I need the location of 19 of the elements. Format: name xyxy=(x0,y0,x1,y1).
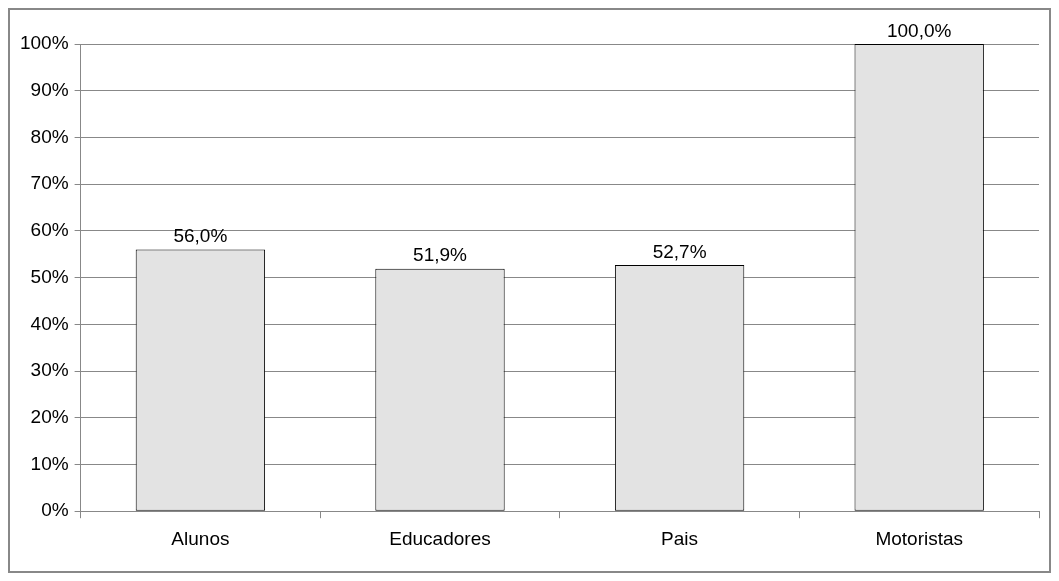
y-tick-label: 10% xyxy=(30,452,69,474)
y-tick-label: 50% xyxy=(30,265,69,287)
x-tick-label: Motoristas xyxy=(875,527,964,549)
x-tick-label: Educadores xyxy=(389,527,491,549)
data-label: 100,0% xyxy=(886,19,952,41)
y-tick-label: 40% xyxy=(30,312,69,334)
data-label: 56,0% xyxy=(173,225,228,247)
y-tick-label: 20% xyxy=(30,405,69,427)
data-label: 52,7% xyxy=(652,240,707,262)
data-label: 51,9% xyxy=(413,244,468,266)
x-tick-label: Pais xyxy=(661,527,699,549)
y-tick-label: 80% xyxy=(30,125,69,147)
y-tick-label: 100% xyxy=(19,32,69,54)
x-tick-label: Alunos xyxy=(171,527,230,549)
y-tick-label: 90% xyxy=(30,78,69,100)
y-tick-label: 70% xyxy=(30,172,69,194)
y-tick-label: 30% xyxy=(30,359,69,381)
y-tick-label: 0% xyxy=(41,499,69,521)
y-tick-label: 60% xyxy=(30,219,69,241)
